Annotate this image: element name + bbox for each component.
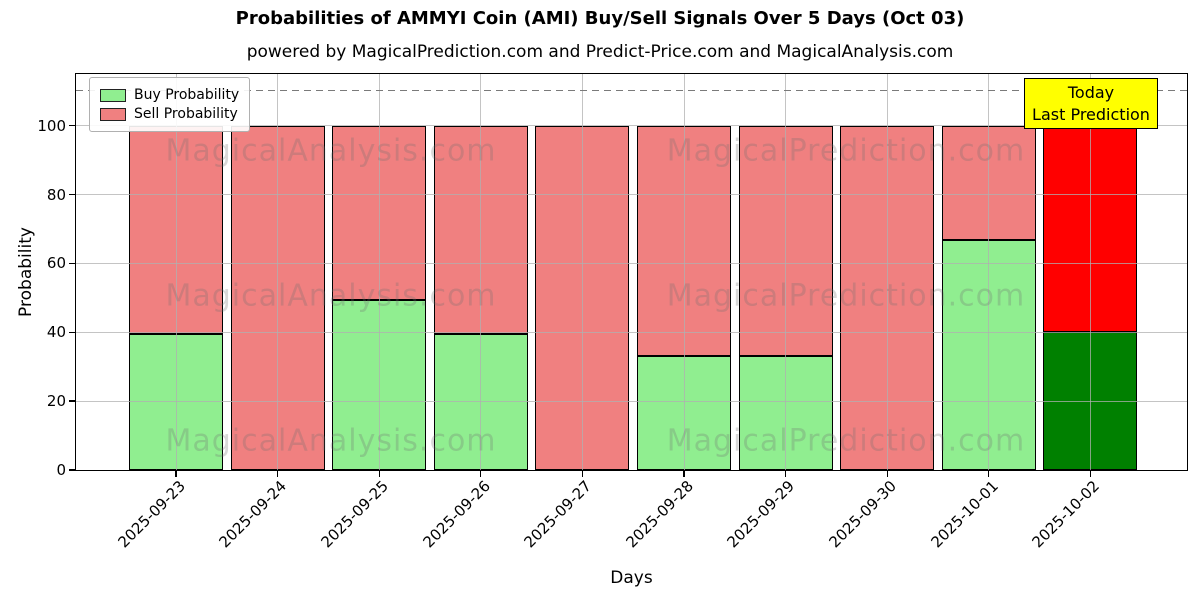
gridline-vertical [480,74,482,470]
x-tick-mark [480,470,482,477]
y-tick-label: 0 [56,461,66,479]
y-tick-mark [69,124,76,127]
plot-area: Probability Days MagicalAnalysis.com Mag… [16,73,1188,588]
x-tick-label-text: 2025-09-29 [723,477,799,552]
x-tick-label-text: 2025-09-28 [622,477,697,552]
y-tick-mark [69,262,76,264]
gridline-vertical [785,74,787,470]
watermark-text: MagicalPrediction.com [666,133,1026,169]
x-tick-mark [1089,470,1092,477]
today-annotation: Today Last Prediction [1024,78,1158,130]
dashed-threshold-line [76,89,1187,92]
x-tick-mark [683,470,685,477]
y-tick-mark [69,193,76,196]
gridline-horizontal [76,262,1187,264]
x-tick-mark [581,470,584,477]
x-tick-mark [175,470,177,477]
y-tick-label: 40 [46,323,66,342]
x-tick-label-text: 2025-09-30 [825,477,900,552]
sell-color-swatch [100,107,126,121]
legend-label: Sell Probability [134,106,238,122]
y-tick-mark [69,400,76,402]
x-axis-label: Days [610,568,653,588]
annotation-line-1: Today [1067,83,1115,102]
y-tick-label: 80 [46,185,66,204]
y-tick-mark [69,469,76,471]
x-tick-label-text: 2025-10-01 [927,477,1002,552]
gridline-horizontal [76,125,1187,127]
y-tick-label: 100 [37,116,66,135]
x-tick-mark [988,470,990,477]
y-tick-mark [69,331,76,333]
x-tick-label-text: 2025-09-23 [114,477,189,552]
gridline-vertical [378,74,380,470]
gridline-vertical [277,74,279,470]
watermark-text: MagicalAnalysis.com [165,278,497,314]
annotation-line-2: Last Prediction [1032,104,1150,124]
x-tick-mark [378,470,380,477]
watermark-text: MagicalAnalysis.com [165,133,497,169]
legend-item-sell: Sell Probability [100,106,239,122]
x-tick-mark [785,470,787,477]
legend: Buy Probability Sell Probability [89,77,251,132]
x-tick-label-text: 2025-09-24 [215,477,291,552]
gridline-vertical [683,74,685,470]
watermark-text: MagicalAnalysis.com [165,423,497,459]
legend-label: Buy Probability [134,87,240,103]
buy-color-swatch [100,88,126,102]
gridline-horizontal [76,194,1187,196]
chart-subtitle: powered by MagicalPrediction.com and Pre… [246,42,954,62]
gridline-horizontal [76,400,1187,402]
gridline-vertical [581,74,583,470]
watermark-text: MagicalPrediction.com [666,278,1026,314]
watermark-text: MagicalPrediction.com [666,423,1026,459]
x-tick-mark [886,470,888,477]
legend-item-buy: Buy Probability [100,87,239,103]
x-tick-label-text: 2025-09-27 [520,477,596,552]
y-tick-label: 20 [46,392,66,411]
gridline-horizontal [76,331,1187,333]
x-tick-label-text: 2025-10-02 [1028,477,1104,552]
gridline-vertical [175,74,177,470]
y-tick-label: 60 [46,254,66,273]
gridline-vertical [886,74,888,470]
x-tick-label-text: 2025-09-25 [317,477,392,552]
gridline-vertical [988,74,990,470]
x-tick-label-text: 2025-09-26 [419,477,494,552]
gridline-vertical [1089,74,1091,470]
x-tick-mark [277,470,279,477]
chart-title: Probabilities of AMMYI Coin (AMI) Buy/Se… [235,8,965,29]
